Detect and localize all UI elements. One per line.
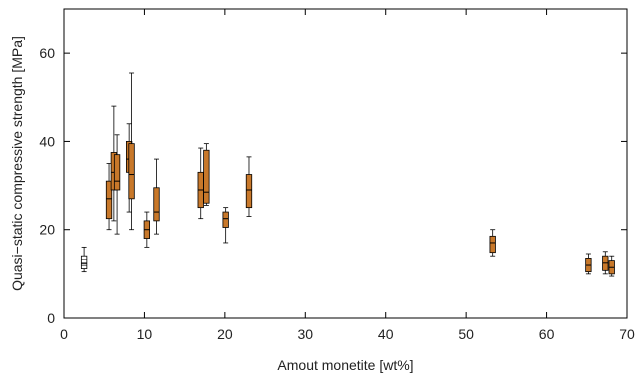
y-tick-label: 0 bbox=[47, 310, 55, 326]
box-68.1 bbox=[608, 255, 615, 277]
x-axis-ticks: 0 10 20 30 40 50 60 70 bbox=[60, 9, 635, 342]
box-23 bbox=[245, 156, 253, 217]
box-2.5 bbox=[80, 246, 88, 273]
box-body bbox=[245, 174, 253, 209]
y-axis-ticks: 0 20 40 60 bbox=[39, 45, 627, 326]
x-tick-label: 0 bbox=[60, 326, 68, 342]
box-67.3 bbox=[602, 251, 609, 275]
box-10.3 bbox=[143, 211, 150, 248]
x-tick-label: 40 bbox=[378, 326, 394, 342]
y-tick-label: 20 bbox=[39, 222, 55, 238]
x-tick-label: 70 bbox=[619, 326, 635, 342]
box-11.5 bbox=[153, 158, 160, 235]
y-axis-label: Quasi−static compressive strength [MPa] bbox=[9, 36, 25, 291]
box-6.6 bbox=[113, 134, 121, 235]
box-body bbox=[105, 180, 113, 220]
y-tick-label: 40 bbox=[39, 133, 55, 149]
x-tick-label: 60 bbox=[539, 326, 555, 342]
box-17.7 bbox=[203, 143, 210, 206]
x-tick-label: 10 bbox=[137, 326, 153, 342]
box-series bbox=[80, 72, 615, 277]
box-body bbox=[113, 154, 121, 191]
box-65.2 bbox=[585, 253, 592, 275]
y-tick-label: 60 bbox=[39, 45, 55, 61]
box-5.6 bbox=[105, 163, 113, 231]
box-20.1 bbox=[222, 207, 229, 244]
box-8.4 bbox=[128, 72, 135, 231]
box-body bbox=[128, 143, 135, 200]
box-body bbox=[222, 211, 229, 228]
box-53.3 bbox=[489, 229, 496, 257]
box-body bbox=[153, 187, 160, 222]
x-tick-label: 30 bbox=[297, 326, 313, 342]
x-tick-label: 50 bbox=[458, 326, 474, 342]
box-17 bbox=[197, 147, 204, 220]
box-body bbox=[489, 235, 496, 254]
x-axis-label: Amout monetite [wt%] bbox=[277, 357, 413, 373]
box-body bbox=[203, 149, 210, 204]
x-tick-label: 20 bbox=[217, 326, 233, 342]
plot-frame bbox=[63, 8, 628, 319]
